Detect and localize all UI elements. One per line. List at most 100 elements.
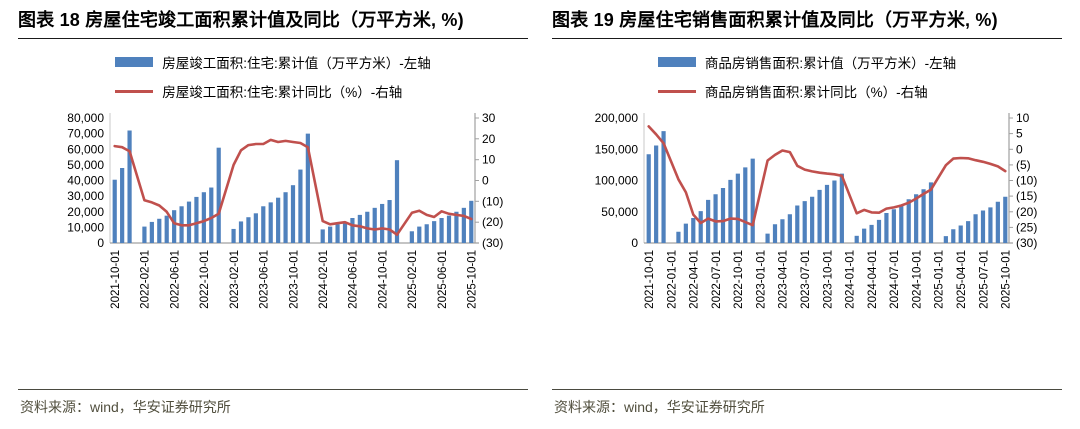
- bar: [817, 189, 822, 243]
- x-axis-tick-label: 2024-04-01: [867, 250, 879, 309]
- bar: [750, 158, 755, 243]
- right-axis-tick-label: 0: [482, 173, 489, 187]
- bar: [802, 200, 807, 243]
- bar: [350, 217, 355, 243]
- bar: [787, 214, 792, 243]
- bar: [988, 207, 993, 243]
- legend-label: 商品房销售面积:累计值（万平方米）-左轴: [704, 56, 957, 72]
- bar: [283, 192, 288, 243]
- x-axis-tick-label: 2023-06-01: [259, 250, 271, 309]
- source-note: 资料来源：wind，华安证券研究所: [18, 389, 528, 427]
- bar: [172, 209, 177, 243]
- bar: [372, 207, 377, 243]
- x-axis-tick-label: 2025-04-01: [956, 250, 968, 309]
- bar: [832, 180, 837, 243]
- x-axis-tick-label: 2023-01-01: [755, 250, 767, 309]
- x-axis-tick-label: 2022-07-01: [711, 250, 723, 309]
- bar: [884, 212, 889, 243]
- x-axis-tick-label: 2025-01-01: [934, 250, 946, 309]
- bar: [394, 159, 400, 243]
- x-axis-tick-label: 2022-06-01: [169, 250, 181, 309]
- bar: [713, 194, 718, 243]
- x-axis-tick-label: 2022-10-01: [733, 250, 745, 309]
- yoy-line: [647, 124, 1007, 227]
- x-axis-tick-label: 2022-02-01: [140, 250, 152, 309]
- bar: [201, 192, 206, 243]
- bar: [194, 196, 199, 243]
- chart-title: 图表 19 房屋住宅销售面积累计值及同比（万平方米, %): [552, 10, 998, 30]
- bar: [432, 220, 437, 243]
- x-axis-tick-label: 2021-10-01: [644, 250, 656, 309]
- x-axis-tick-label: 2024-02-01: [318, 250, 330, 309]
- bar: [743, 167, 748, 243]
- bar: [958, 225, 963, 243]
- bar: [424, 224, 429, 243]
- legend-label: 房屋竣工面积:住宅:累计同比（%）-右轴: [162, 85, 403, 101]
- x-axis-tick-label: 2024-10-01: [377, 250, 389, 309]
- left-axis-tick-label: 100,000: [595, 173, 639, 187]
- bar: [469, 200, 474, 243]
- right-axis-tick-label: (20): [1016, 205, 1037, 219]
- legend-item-bar: 商品房销售面积:累计值（万平方米）-左轴: [657, 48, 957, 77]
- line-swatch-icon: [657, 89, 696, 93]
- bar: [246, 217, 251, 243]
- left-axis-tick-label: 50,000: [601, 205, 638, 219]
- bar: [810, 196, 815, 243]
- bar: [335, 224, 340, 243]
- bar: [328, 226, 333, 243]
- x-axis-tick-label: 2024-01-01: [845, 250, 857, 309]
- bar-swatch-icon: [115, 57, 154, 68]
- legend-item-bar: 房屋竣工面积:住宅:累计值（万平方米）-左轴: [115, 48, 431, 77]
- bar: [112, 179, 117, 243]
- right-axis-tick-label: 5: [1016, 126, 1023, 140]
- bar: [127, 130, 132, 243]
- right-axis-tick-label: (30): [482, 236, 503, 250]
- legend: 房屋竣工面积:住宅:累计值（万平方米）-左轴 房屋竣工面积:住宅:累计同比（%）…: [115, 48, 431, 106]
- title-divider: [18, 37, 528, 39]
- left-axis-tick-label: 150,000: [595, 142, 639, 156]
- bar: [276, 197, 281, 243]
- right-axis-tick-label: 0: [1016, 142, 1023, 156]
- bar: [216, 147, 221, 243]
- bar: [253, 213, 258, 243]
- legend-item-line: 房屋竣工面积:住宅:累计同比（%）-右轴: [115, 77, 431, 106]
- bar: [951, 229, 956, 243]
- x-axis-tick-label: 2024-10-01: [911, 250, 923, 309]
- bar: [824, 184, 830, 243]
- bar: [186, 201, 192, 243]
- bar: [899, 204, 904, 243]
- bar: [417, 226, 422, 243]
- yoy-line: [113, 138, 473, 236]
- left-axis-tick-label: 30,000: [67, 189, 104, 203]
- x-axis-tick-label: 2022-10-01: [199, 250, 211, 309]
- bar: [691, 217, 696, 243]
- x-axis-tick-label: 2023-10-01: [822, 250, 834, 309]
- left-axis-tick-label: 20,000: [67, 205, 104, 219]
- left-axis-tick-label: 60,000: [67, 142, 104, 156]
- bar: [120, 167, 125, 243]
- bar: [409, 231, 414, 243]
- bar: [290, 184, 296, 243]
- left-axis-tick-label: 0: [631, 236, 638, 250]
- bar: [661, 130, 666, 243]
- bar: [906, 199, 911, 243]
- bar: [461, 207, 466, 243]
- bar: [914, 194, 919, 243]
- right-axis-tick-label: 30: [482, 111, 496, 125]
- chart-card-sales: 图表 19 房屋住宅销售面积累计值及同比（万平方米, %) 商品房销售面积:累计…: [552, 6, 1062, 427]
- x-axis-tick-label: 2024-06-01: [348, 250, 360, 309]
- bar: [298, 169, 303, 243]
- bar: [357, 214, 362, 243]
- bar: [869, 224, 874, 243]
- bar: [342, 221, 348, 243]
- legend-label: 房屋竣工面积:住宅:累计值（万平方米）-左轴: [162, 56, 431, 72]
- left-axis-tick-label: 40,000: [67, 173, 104, 187]
- bar: [654, 145, 659, 243]
- bar: [706, 199, 711, 243]
- right-axis-tick-label: (25): [1016, 220, 1037, 234]
- bar: [698, 210, 703, 243]
- right-axis-tick-label: (5): [1016, 158, 1031, 172]
- bar: [305, 133, 310, 243]
- bar: [980, 210, 986, 243]
- bar: [854, 235, 859, 243]
